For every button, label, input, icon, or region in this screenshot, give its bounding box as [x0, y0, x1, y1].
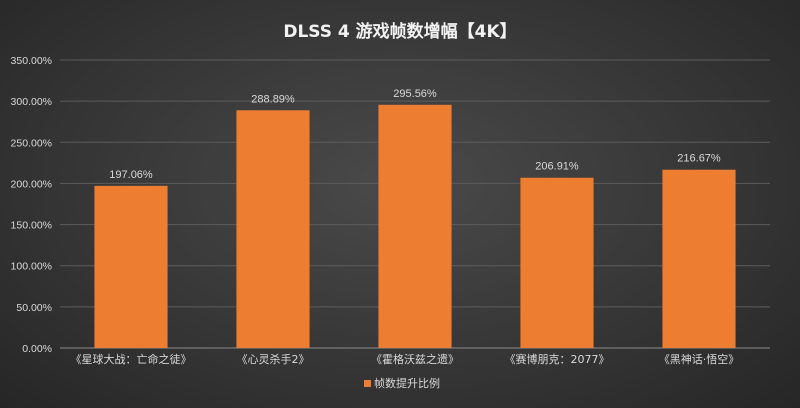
y-tick-label: 350.00% [11, 55, 52, 67]
bar [236, 110, 310, 349]
legend-swatch [364, 380, 371, 387]
data-label: 206.91% [535, 161, 579, 173]
y-axis-ticks: 0.00% 50.00% 100.00% 150.00% 200.00% 250.00% 3… [11, 55, 52, 355]
x-axis-ticks: 《星球大战：亡命之徒》 《心灵杀手2》 《霍格沃兹之遗》 《赛博朋克：2077》 《黑神… [71, 352, 740, 366]
legend-label: 帧数提升比例 [374, 376, 440, 390]
y-tick-label: 200.00% [11, 178, 52, 190]
data-label: 288.89% [251, 93, 295, 105]
bar [378, 104, 452, 348]
x-tick-label: 《黑神话·悟空》 [659, 352, 740, 366]
y-tick-label: 250.00% [11, 137, 52, 149]
bar [94, 185, 168, 348]
data-labels: 197.06% 288.89% 295.56% 206.91% 216.67% [109, 88, 721, 181]
data-label: 197.06% [109, 169, 153, 181]
bars [94, 104, 736, 349]
x-tick-label: 《赛博朋克：2077》 [505, 352, 610, 366]
y-tick-label: 50.00% [16, 302, 52, 314]
y-tick-label: 150.00% [11, 220, 52, 232]
data-label: 216.67% [677, 153, 721, 165]
x-tick-label: 《心灵杀手2》 [237, 352, 310, 366]
data-label: 295.56% [393, 88, 437, 100]
y-tick-label: 300.00% [11, 96, 52, 108]
legend: 帧数提升比例 [364, 376, 440, 390]
chart-title: DLSS 4 游戏帧数增幅【4K】 [283, 21, 516, 42]
bar [520, 177, 594, 348]
y-tick-label: 0.00% [22, 343, 52, 355]
bar [662, 169, 736, 348]
x-tick-label: 《霍格沃兹之遗》 [371, 352, 459, 366]
y-tick-label: 100.00% [11, 261, 52, 273]
x-tick-label: 《星球大战：亡命之徒》 [71, 352, 192, 366]
